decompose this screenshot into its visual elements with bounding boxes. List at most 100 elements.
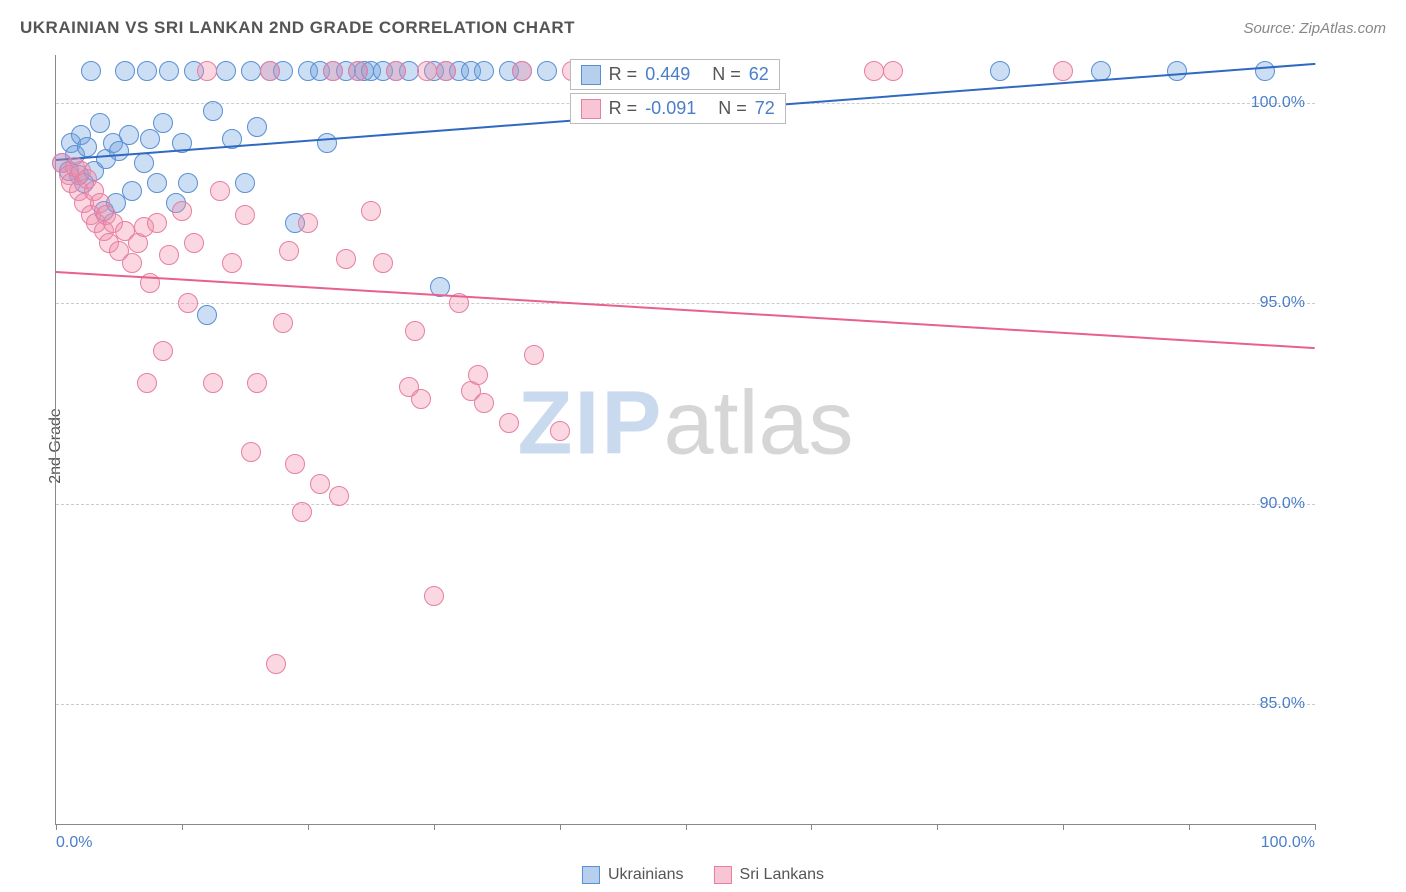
- x-tick-mark: [182, 824, 183, 830]
- scatter-point: [90, 113, 110, 133]
- scatter-point: [247, 373, 267, 393]
- scatter-point: [81, 61, 101, 81]
- scatter-point: [266, 654, 286, 674]
- stats-n-label: N =: [718, 98, 747, 119]
- scatter-point: [178, 293, 198, 313]
- legend: Ukrainians Sri Lankans: [582, 866, 824, 884]
- scatter-point: [279, 241, 299, 261]
- scatter-point: [990, 61, 1010, 81]
- x-tick-mark: [308, 824, 309, 830]
- scatter-point: [122, 253, 142, 273]
- x-tick-mark: [560, 824, 561, 830]
- scatter-point: [235, 205, 255, 225]
- scatter-point: [184, 233, 204, 253]
- scatter-point: [292, 502, 312, 522]
- stats-r-value: 0.449: [645, 64, 690, 85]
- scatter-point: [285, 454, 305, 474]
- scatter-point: [417, 61, 437, 81]
- scatter-point: [373, 253, 393, 273]
- scatter-point: [115, 61, 135, 81]
- scatter-point: [260, 61, 280, 81]
- scatter-point: [77, 137, 97, 157]
- scatter-point: [436, 61, 456, 81]
- x-tick-mark: [686, 824, 687, 830]
- gridline: [56, 303, 1315, 304]
- x-tick-mark: [1189, 824, 1190, 830]
- legend-swatch-srilankans: [714, 866, 732, 884]
- scatter-point: [247, 117, 267, 137]
- stats-box: R =-0.091N =72: [570, 93, 786, 124]
- scatter-point: [474, 393, 494, 413]
- scatter-point: [298, 213, 318, 233]
- scatter-plot-area: ZIPatlas 85.0%90.0%95.0%100.0%0.0%100.0%…: [55, 55, 1315, 825]
- scatter-point: [172, 201, 192, 221]
- y-tick-label: 85.0%: [1260, 695, 1305, 713]
- source-label: Source: ZipAtlas.com: [1243, 20, 1386, 37]
- x-tick-label: 100.0%: [1261, 834, 1315, 852]
- gridline: [56, 504, 1315, 505]
- scatter-point: [474, 61, 494, 81]
- scatter-point: [864, 61, 884, 81]
- scatter-point: [512, 61, 532, 81]
- scatter-point: [1255, 61, 1275, 81]
- legend-label-srilankans: Sri Lankans: [740, 866, 825, 884]
- x-tick-mark: [1063, 824, 1064, 830]
- scatter-point: [499, 413, 519, 433]
- watermark: ZIPatlas: [517, 373, 853, 476]
- scatter-point: [122, 181, 142, 201]
- scatter-point: [323, 61, 343, 81]
- scatter-point: [1167, 61, 1187, 81]
- scatter-point: [317, 133, 337, 153]
- scatter-point: [361, 201, 381, 221]
- legend-swatch-ukrainians: [582, 866, 600, 884]
- x-tick-mark: [811, 824, 812, 830]
- watermark-atlas: atlas: [663, 374, 853, 474]
- scatter-point: [524, 345, 544, 365]
- x-tick-mark: [937, 824, 938, 830]
- scatter-point: [386, 61, 406, 81]
- scatter-point: [883, 61, 903, 81]
- scatter-point: [147, 213, 167, 233]
- scatter-point: [197, 305, 217, 325]
- scatter-point: [405, 321, 425, 341]
- scatter-point: [424, 586, 444, 606]
- y-tick-label: 100.0%: [1251, 94, 1305, 112]
- trendline: [56, 271, 1315, 349]
- x-tick-mark: [1315, 824, 1316, 830]
- scatter-point: [140, 129, 160, 149]
- y-tick-label: 90.0%: [1260, 495, 1305, 513]
- scatter-point: [119, 125, 139, 145]
- scatter-point: [329, 486, 349, 506]
- scatter-point: [134, 153, 154, 173]
- scatter-point: [550, 421, 570, 441]
- chart-title: UKRAINIAN VS SRI LANKAN 2ND GRADE CORREL…: [20, 18, 575, 38]
- scatter-point: [468, 365, 488, 385]
- scatter-point: [235, 173, 255, 193]
- stats-r-label: R =: [609, 64, 638, 85]
- scatter-point: [348, 61, 368, 81]
- scatter-point: [153, 113, 173, 133]
- stats-n-value: 72: [755, 98, 775, 119]
- scatter-point: [137, 373, 157, 393]
- scatter-point: [1053, 61, 1073, 81]
- scatter-point: [537, 61, 557, 81]
- x-tick-label: 0.0%: [56, 834, 92, 852]
- y-tick-label: 95.0%: [1260, 294, 1305, 312]
- stats-n-value: 62: [749, 64, 769, 85]
- scatter-point: [153, 341, 173, 361]
- scatter-point: [241, 442, 261, 462]
- stats-r-value: -0.091: [645, 98, 696, 119]
- scatter-point: [222, 253, 242, 273]
- x-tick-mark: [434, 824, 435, 830]
- scatter-point: [411, 389, 431, 409]
- legend-item-srilankans: Sri Lankans: [714, 866, 825, 884]
- gridline: [56, 704, 1315, 705]
- scatter-point: [310, 474, 330, 494]
- scatter-point: [210, 181, 230, 201]
- scatter-point: [241, 61, 261, 81]
- scatter-point: [216, 61, 236, 81]
- scatter-point: [159, 245, 179, 265]
- scatter-point: [147, 173, 167, 193]
- watermark-zip: ZIP: [517, 374, 663, 474]
- legend-label-ukrainians: Ukrainians: [608, 866, 684, 884]
